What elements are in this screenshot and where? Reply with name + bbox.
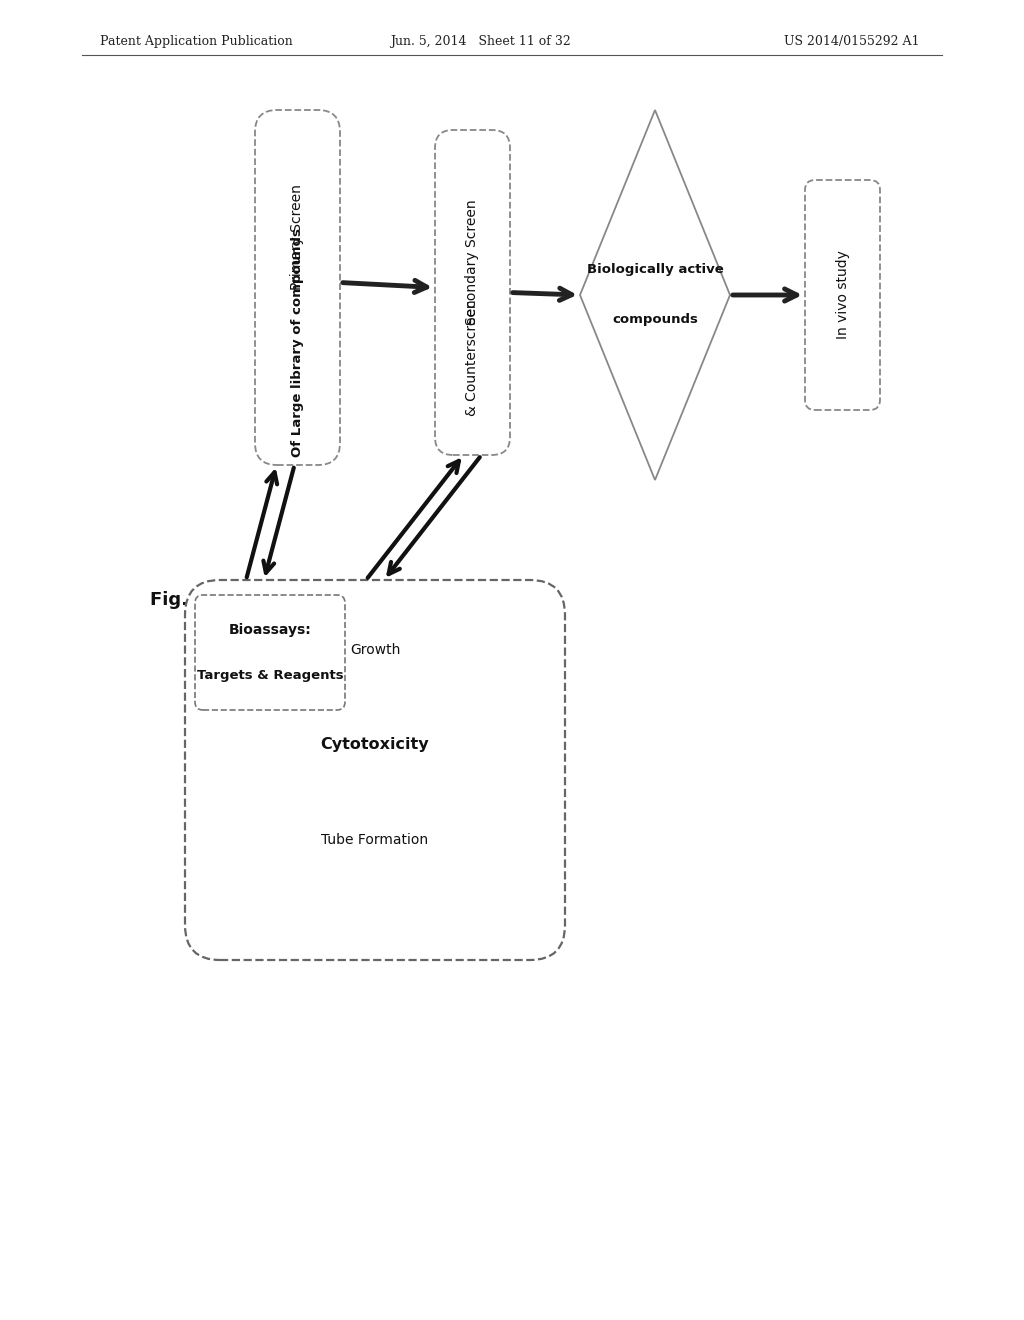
Text: Patent Application Publication: Patent Application Publication	[100, 36, 293, 48]
Text: Primary Screen: Primary Screen	[291, 185, 304, 290]
Text: & Counterscreen: & Counterscreen	[466, 300, 479, 416]
Text: Secondary Screen: Secondary Screen	[466, 199, 479, 325]
Text: Tube Formation: Tube Formation	[322, 833, 429, 847]
FancyBboxPatch shape	[185, 579, 565, 960]
Text: In vivo study: In vivo study	[836, 251, 850, 339]
Text: Growth: Growth	[350, 643, 400, 657]
Polygon shape	[580, 110, 730, 480]
Text: Bioassays:: Bioassays:	[228, 623, 311, 638]
Text: Biologically active: Biologically active	[587, 264, 723, 276]
Text: Jun. 5, 2014   Sheet 11 of 32: Jun. 5, 2014 Sheet 11 of 32	[389, 36, 570, 48]
Text: Cytotoxicity: Cytotoxicity	[321, 738, 429, 752]
FancyBboxPatch shape	[435, 129, 510, 455]
Text: Fig. 10: Fig. 10	[150, 591, 219, 609]
Text: US 2014/0155292 A1: US 2014/0155292 A1	[784, 36, 920, 48]
FancyBboxPatch shape	[195, 595, 345, 710]
Text: Targets & Reagents: Targets & Reagents	[197, 668, 343, 681]
Text: Of Large library of compounds: Of Large library of compounds	[291, 228, 304, 457]
FancyBboxPatch shape	[255, 110, 340, 465]
Text: compounds: compounds	[612, 314, 698, 326]
FancyBboxPatch shape	[805, 180, 880, 411]
